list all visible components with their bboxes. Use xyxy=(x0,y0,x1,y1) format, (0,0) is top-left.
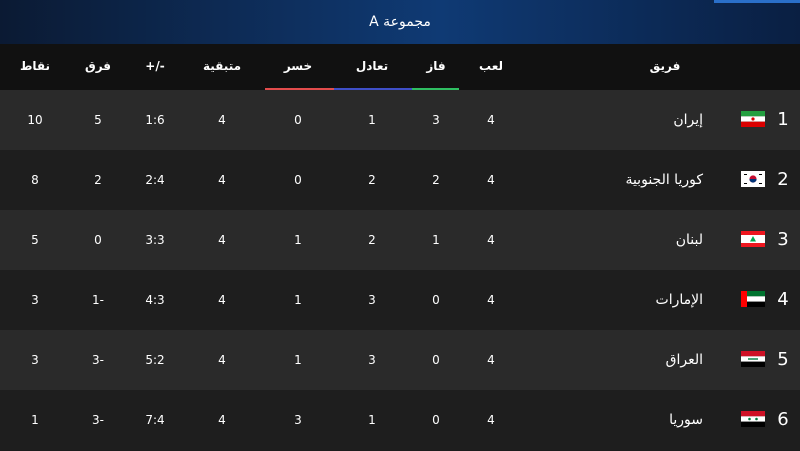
cell-lost: 1 xyxy=(294,353,302,367)
group-title: مجموعة A xyxy=(369,14,431,30)
cell-played: 4 xyxy=(487,413,495,427)
cell-remaining: 4 xyxy=(218,413,226,427)
cell-diff: 5 xyxy=(94,113,102,127)
col-drawn[interactable]: تعادل xyxy=(355,59,389,73)
cell-lost: 0 xyxy=(294,173,302,187)
cell-diff: 3- xyxy=(92,353,104,367)
south-korea-flag-icon xyxy=(741,171,765,187)
cell-lost: 3 xyxy=(294,413,302,427)
cell-drawn: 1 xyxy=(368,113,376,127)
rank-number: 4 xyxy=(777,289,789,310)
cell-diff: 2 xyxy=(94,173,102,187)
cell-won: 3 xyxy=(432,113,440,127)
cell-remaining: 4 xyxy=(218,173,226,187)
rank-number: 6 xyxy=(777,409,789,430)
cell-goals: 4:3 xyxy=(145,293,165,307)
table-row[interactable]: 5 العراق 4 0 3 1 4 5:2 3- 3 xyxy=(0,330,800,390)
team-name[interactable]: الإمارات xyxy=(655,292,703,308)
team-name[interactable]: لبنان xyxy=(675,232,703,248)
col-goals[interactable]: +/- xyxy=(145,59,165,73)
won-underline xyxy=(412,88,459,90)
cell-drawn: 2 xyxy=(368,233,376,247)
cell-drawn: 3 xyxy=(368,293,376,307)
table-row[interactable]: 2 كوريا الجنوبية 4 2 2 0 4 2:4 2 8 xyxy=(0,150,800,210)
iraq-flag-icon xyxy=(741,351,765,367)
team-name[interactable]: العراق xyxy=(665,352,703,368)
cell-won: 2 xyxy=(432,173,440,187)
cell-diff: 0 xyxy=(94,233,102,247)
team-name[interactable]: إيران xyxy=(673,112,703,128)
rank-number: 1 xyxy=(777,109,789,130)
cell-diff: 3- xyxy=(92,413,104,427)
table-row[interactable]: 1 إيران 4 3 1 0 4 1:6 5 10 xyxy=(0,90,800,150)
col-played[interactable]: لعب xyxy=(479,59,503,73)
uae-flag-icon xyxy=(741,291,765,307)
rank-number: 3 xyxy=(777,229,789,250)
cell-won: 1 xyxy=(432,233,440,247)
col-lost[interactable]: خسر xyxy=(283,59,313,73)
cell-played: 4 xyxy=(487,293,495,307)
cell-lost: 1 xyxy=(294,233,302,247)
col-won[interactable]: فاز xyxy=(426,59,446,73)
col-remaining[interactable]: متبقية xyxy=(202,59,242,73)
cell-points: 1 xyxy=(31,413,39,427)
cell-remaining: 4 xyxy=(218,293,226,307)
table-row[interactable]: 6 سوريا 4 0 1 3 4 7:4 3- 1 xyxy=(0,390,800,450)
cell-goals: 7:4 xyxy=(145,413,165,427)
cell-goals: 3:3 xyxy=(145,233,165,247)
table-row[interactable]: 3 لبنان 4 1 2 1 4 3:3 0 5 xyxy=(0,210,800,270)
rank-number: 5 xyxy=(777,349,789,370)
cell-goals: 5:2 xyxy=(145,353,165,367)
team-name[interactable]: سوريا xyxy=(669,412,703,428)
cell-played: 4 xyxy=(487,113,495,127)
cell-points: 10 xyxy=(27,113,43,127)
cell-lost: 0 xyxy=(294,113,302,127)
cell-won: 0 xyxy=(432,293,440,307)
cell-remaining: 4 xyxy=(218,113,226,127)
lebanon-flag-icon xyxy=(741,231,765,247)
col-team[interactable]: فريق xyxy=(649,59,681,73)
cell-points: 5 xyxy=(31,233,39,247)
iran-flag-icon xyxy=(741,111,765,127)
cell-points: 3 xyxy=(31,353,39,367)
cell-remaining: 4 xyxy=(218,233,226,247)
cell-lost: 1 xyxy=(294,293,302,307)
drawn-underline xyxy=(334,88,412,90)
group-header: مجموعة A xyxy=(0,0,800,44)
table-row[interactable]: 4 الإمارات 4 0 3 1 4 4:3 1- 3 xyxy=(0,270,800,330)
cell-remaining: 4 xyxy=(218,353,226,367)
col-diff[interactable]: فرق xyxy=(84,59,112,73)
cell-points: 8 xyxy=(31,173,39,187)
cell-played: 4 xyxy=(487,173,495,187)
cell-diff: 1- xyxy=(92,293,104,307)
cell-drawn: 3 xyxy=(368,353,376,367)
cell-points: 3 xyxy=(31,293,39,307)
cell-goals: 1:6 xyxy=(145,113,165,127)
cell-goals: 2:4 xyxy=(145,173,165,187)
column-header-row: فريق لعب فاز تعادل خسر متبقية +/- فرق نق… xyxy=(0,44,800,90)
cell-played: 4 xyxy=(487,353,495,367)
syria-flag-icon xyxy=(741,411,765,427)
header-accent xyxy=(714,0,800,3)
lost-underline xyxy=(265,88,334,90)
cell-won: 0 xyxy=(432,353,440,367)
cell-won: 0 xyxy=(432,413,440,427)
rank-number: 2 xyxy=(777,169,789,190)
col-points[interactable]: نقاط xyxy=(19,59,51,73)
cell-played: 4 xyxy=(487,233,495,247)
cell-drawn: 2 xyxy=(368,173,376,187)
cell-drawn: 1 xyxy=(368,413,376,427)
team-name[interactable]: كوريا الجنوبية xyxy=(625,172,703,188)
